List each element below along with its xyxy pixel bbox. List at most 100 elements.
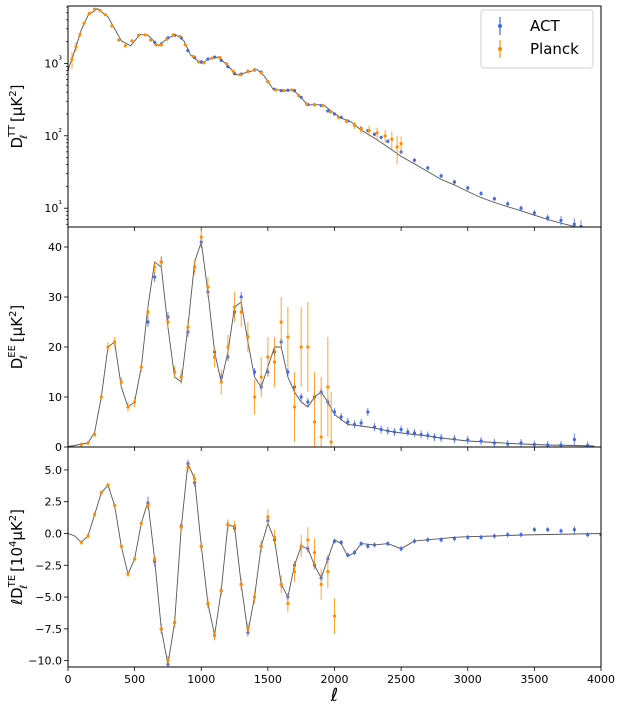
legend-label: ACT	[530, 17, 560, 35]
data-point	[479, 535, 483, 539]
data-point	[519, 533, 523, 537]
data-point	[419, 432, 423, 437]
data-point	[79, 442, 83, 447]
plot-area-tt	[68, 7, 583, 227]
data-point	[432, 435, 437, 439]
data-point	[286, 88, 290, 92]
data-point	[206, 601, 210, 606]
data-point	[346, 420, 350, 424]
data-point	[252, 68, 257, 72]
data-point	[312, 420, 317, 424]
x-tick-label: 3000	[454, 673, 482, 686]
data-point	[239, 310, 243, 314]
y-tick-label: 10¹	[44, 200, 62, 215]
data-point	[492, 534, 496, 538]
axes-frame-te	[67, 446, 602, 668]
data-point	[153, 265, 157, 269]
data-point	[572, 437, 576, 442]
data-point	[519, 441, 523, 445]
y-tick-label: 10	[48, 391, 62, 404]
y-axis-label-te: ℓDTEℓ [104μK2]	[7, 509, 30, 606]
data-point	[191, 54, 195, 58]
data-point	[329, 440, 333, 444]
data-point	[219, 589, 223, 593]
data-point	[224, 62, 229, 66]
data-point	[412, 158, 417, 162]
data-point	[339, 415, 343, 419]
data-point	[153, 557, 157, 561]
data-point	[206, 57, 210, 61]
data-point	[375, 131, 379, 135]
data-point	[379, 135, 383, 140]
data-point	[272, 360, 277, 364]
data-point	[492, 441, 496, 445]
data-point	[70, 57, 74, 61]
data-point	[192, 265, 197, 269]
data-point	[386, 542, 390, 546]
data-point	[79, 540, 83, 544]
data-point	[406, 430, 410, 434]
data-point	[399, 427, 403, 432]
data-point	[126, 572, 130, 576]
data-point	[226, 345, 230, 349]
data-point	[252, 395, 257, 399]
data-point	[93, 432, 97, 437]
data-point	[206, 285, 210, 289]
data-point	[192, 477, 197, 481]
data-point	[286, 370, 290, 374]
data-point	[299, 345, 303, 349]
legend: ACT Planck	[480, 9, 594, 69]
y-tick-label: −10.0	[28, 655, 62, 668]
data-point	[219, 380, 223, 384]
data-point	[98, 8, 102, 12]
data-point	[139, 521, 143, 525]
data-point	[183, 43, 187, 47]
y-tick-label: 10²	[44, 128, 62, 143]
data-point	[212, 633, 217, 637]
data-point	[279, 89, 283, 93]
data-point	[519, 206, 523, 210]
data-point	[103, 13, 107, 17]
data-point	[186, 325, 190, 329]
data-point	[546, 443, 550, 447]
data-point	[99, 395, 103, 399]
data-point	[367, 128, 371, 133]
data-point	[286, 601, 290, 606]
legend-box	[480, 9, 594, 69]
y-tick-label: −7.5	[35, 623, 62, 636]
data-point	[133, 557, 137, 561]
data-point	[559, 443, 563, 447]
data-point	[359, 542, 363, 546]
data-point	[344, 119, 349, 123]
data-point	[426, 166, 430, 170]
data-point	[279, 320, 283, 324]
data-point	[119, 544, 123, 548]
x-axis-label: ℓ	[330, 685, 338, 706]
data-point	[259, 375, 263, 379]
data-point	[395, 145, 399, 149]
x-tick-label: 4000	[587, 673, 615, 686]
data-point	[352, 550, 357, 555]
data-point	[506, 442, 510, 446]
data-point	[412, 539, 417, 543]
plot-area-ee	[68, 227, 595, 447]
data-point	[346, 553, 350, 557]
data-point	[279, 582, 283, 586]
data-point	[390, 137, 394, 141]
data-point	[586, 533, 590, 537]
data-point	[320, 103, 325, 108]
data-point	[86, 534, 90, 538]
model-curve-te	[68, 461, 601, 665]
data-point	[137, 33, 141, 37]
data-point	[579, 224, 583, 227]
data-point	[352, 123, 357, 127]
data-point	[133, 400, 137, 404]
data-point	[146, 310, 150, 314]
data-point	[274, 88, 278, 92]
data-point	[290, 88, 294, 92]
data-point	[117, 38, 121, 42]
series-act-ee	[146, 236, 590, 447]
data-point	[292, 570, 297, 574]
data-point	[178, 34, 182, 39]
